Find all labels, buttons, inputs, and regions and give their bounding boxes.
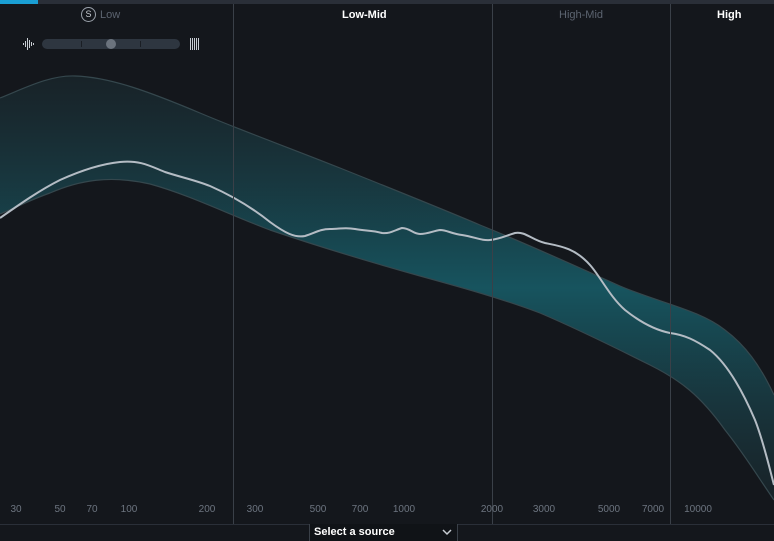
band-label-low-mid[interactable]: Low-Mid — [342, 9, 387, 21]
freq-label: 300 — [246, 504, 264, 515]
band-divider-highmid-high[interactable] — [670, 4, 671, 524]
narrow-width-icon[interactable] — [23, 38, 35, 50]
freq-label: 5000 — [597, 504, 621, 515]
freq-label: 700 — [351, 504, 369, 515]
freq-label: 100 — [120, 504, 138, 515]
solo-icon[interactable]: S — [81, 7, 96, 22]
freq-label: 7000 — [641, 504, 665, 515]
target-range-upper-edge — [0, 75, 774, 396]
source-select[interactable]: Select a source — [309, 524, 458, 541]
width-slider[interactable] — [42, 39, 180, 49]
freq-label: 70 — [86, 504, 98, 515]
slider-tick — [140, 41, 141, 47]
spectrum-curve — [0, 160, 774, 486]
freq-label: 3000 — [532, 504, 556, 515]
freq-label: 1000 — [392, 504, 416, 515]
band-label-high-mid[interactable]: High-Mid — [559, 9, 604, 21]
wide-width-icon[interactable] — [189, 38, 201, 50]
band-divider-lowmid-highmid[interactable] — [492, 4, 493, 524]
freq-label: 200 — [198, 504, 216, 515]
freq-label: 2000 — [480, 504, 504, 515]
freq-label: 500 — [309, 504, 327, 515]
band-divider-low-lowmid[interactable] — [233, 4, 234, 524]
band-label-low[interactable]: Low — [100, 9, 121, 21]
top-strip — [0, 0, 774, 4]
freq-label: 30 — [10, 504, 22, 515]
target-range-lower-edge — [0, 178, 774, 501]
slider-tick — [81, 41, 82, 47]
slider-thumb[interactable] — [106, 39, 116, 49]
freq-label: 50 — [54, 504, 66, 515]
target-range-band — [0, 75, 774, 501]
top-strip-accent — [0, 0, 38, 4]
chevron-down-icon[interactable] — [442, 527, 452, 537]
source-select-label: Select a source — [314, 526, 395, 538]
band-label-high[interactable]: High — [717, 9, 742, 21]
freq-label: 10000 — [684, 504, 712, 515]
